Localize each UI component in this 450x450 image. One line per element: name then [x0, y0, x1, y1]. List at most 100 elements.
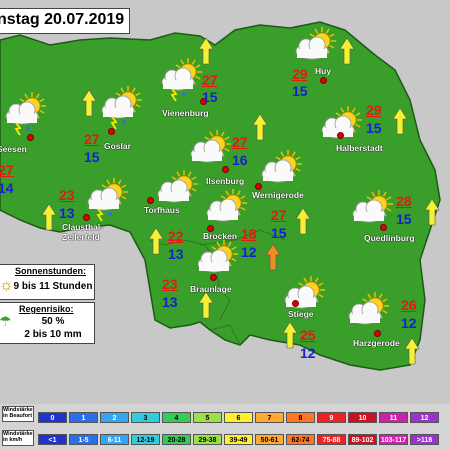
partly-cloudy-icon — [157, 170, 198, 203]
tmin-goslar: 15 — [84, 149, 100, 165]
tmin-harzgerode: 12 — [401, 315, 417, 331]
tmax-seesen: 27 — [0, 162, 14, 178]
kmh-cell: 12-19 — [131, 434, 160, 445]
partly-cloudy-icon — [352, 190, 393, 223]
city-dot — [380, 224, 387, 231]
tmin-stiege: 12 — [300, 345, 316, 361]
tmax-wernigerode: 27 — [271, 207, 287, 223]
city-dot — [222, 166, 229, 173]
city-goslar: Goslar — [104, 141, 131, 151]
tmin-braunlage: 13 — [162, 294, 178, 310]
tmin-brocken: 12 — [241, 244, 257, 260]
beaufort-cell: 6 — [224, 412, 253, 423]
city-quedlinburg: Quedlinburg — [364, 233, 415, 243]
city-dot — [374, 330, 381, 337]
rain-percent: 50 % — [41, 316, 65, 327]
wind-arrow-icon — [282, 321, 298, 349]
thunderstorm-icon — [5, 92, 46, 136]
partly-cloudy-icon — [206, 189, 247, 222]
tmin-seesen: 14 — [0, 180, 14, 196]
kmh-cell: >118 — [410, 434, 439, 445]
kmh-label: Windstärke in km/h — [2, 430, 34, 446]
tmin-huy: 15 — [292, 83, 308, 99]
tmin-clausthal: 13 — [59, 205, 75, 221]
beaufort-cell: 7 — [255, 412, 284, 423]
tmin-ilsenburg: 16 — [232, 152, 248, 168]
city-dot — [337, 132, 344, 139]
kmh-cell: <1 — [38, 434, 67, 445]
kmh-cell: 20-28 — [162, 434, 191, 445]
kmh-cell: 29-38 — [193, 434, 222, 445]
beaufort-cell: 12 — [410, 412, 439, 423]
partly-cloudy-icon — [261, 150, 302, 183]
harz-region-map — [0, 21, 441, 371]
tmax-vienenburg: 27 — [202, 72, 218, 88]
beaufort-label: Windstärke in Beaufort — [2, 406, 34, 422]
city-stiege: Stiege — [288, 309, 314, 319]
wind-arrow-icon — [148, 227, 164, 255]
partly-cloudy-icon — [190, 130, 231, 163]
tmax-harzgerode: 26 — [401, 297, 417, 313]
wind-arrow-icon — [339, 37, 355, 65]
city-dot — [147, 197, 154, 204]
wind-arrow-icon — [41, 203, 57, 231]
tmax-stiege: 25 — [300, 327, 316, 343]
city-huy: Huy — [315, 66, 332, 76]
partly-cloudy-icon — [197, 240, 238, 273]
kmh-cell: 75-88 — [317, 434, 346, 445]
beaufort-cell: 10 — [348, 412, 377, 423]
kmh-cell: 62-74 — [286, 434, 315, 445]
sun-hours-value: 9 bis 11 Stunden — [13, 281, 93, 292]
tmax-clausthal: 23 — [59, 187, 75, 203]
city-zellerfeld: Zellerfeld — [62, 232, 100, 242]
tmin-halberstadt: 15 — [366, 120, 382, 136]
tmax-torfhaus: 22 — [168, 228, 184, 244]
wind-arrow-icon — [295, 207, 311, 235]
wind-arrow-icon — [198, 291, 214, 319]
tmax-halberstadt: 29 — [366, 102, 382, 118]
city-ilsenburg: Ilsenburg — [206, 176, 245, 186]
city-halberstadt: Halberstadt — [336, 143, 383, 153]
tmax-huy: 29 — [292, 66, 308, 82]
beaufort-cell: 4 — [162, 412, 191, 423]
beaufort-cell: 3 — [131, 412, 160, 423]
wind-arrow-icon — [424, 198, 440, 226]
thunderstorm-icon — [87, 178, 128, 222]
sun-hours-box: Sonnenstunden: ☼ 9 bis 11 Stunden — [0, 264, 95, 300]
title-box: nstag 20.07.2019 — [0, 8, 130, 34]
kmh-cell: 89-102 — [348, 434, 377, 445]
thunderstorm-icon — [161, 58, 202, 102]
beaufort-cell: 0 — [38, 412, 67, 423]
tmax-ilsenburg: 27 — [232, 134, 248, 150]
wind-arrow-icon — [198, 37, 214, 65]
city-vienenburg: Vienenburg — [162, 108, 209, 118]
city-brocken: Brocken — [203, 231, 238, 241]
city-dot — [108, 128, 115, 135]
tmax-braunlage: 23 — [162, 276, 178, 292]
rain-risk-box: Regenrisiko: ☂ 50 % 2 bis 10 mm — [0, 302, 95, 344]
partly-cloudy-icon — [295, 27, 336, 60]
kmh-cell: 1-5 — [69, 434, 98, 445]
tmin-quedlinburg: 15 — [396, 211, 412, 227]
wind-arrow-icon — [404, 337, 420, 365]
wind-arrow-icon — [81, 89, 97, 117]
wind-legend: Windstärke in Beaufort Windstärke in km/… — [0, 404, 450, 450]
kmh-cell: 39-49 — [224, 434, 253, 445]
partly-cloudy-icon — [284, 276, 325, 309]
map-title: nstag 20.07.2019 — [0, 11, 125, 28]
sun-icon: ☼ — [0, 277, 14, 294]
city-dot — [320, 77, 327, 84]
tmin-torfhaus: 13 — [168, 246, 184, 262]
city-dot — [83, 214, 90, 221]
rain-amount: 2 bis 10 mm — [24, 329, 82, 340]
city-harzgerode: Harzgerode — [353, 338, 400, 348]
city-dot — [292, 300, 299, 307]
city-braunlage: Braunlage — [190, 284, 232, 294]
rain-risk-label: Regenrisiko: — [19, 304, 74, 314]
city-clausthal: Clausthal- — [62, 222, 104, 232]
city-seesen: Seesen — [0, 144, 27, 154]
city-torfhaus: Torfhaus — [144, 205, 180, 215]
beaufort-cell: 1 — [69, 412, 98, 423]
tmin-wernigerode: 15 — [271, 225, 287, 241]
city-wernigerode: Wernigerode — [252, 190, 304, 200]
